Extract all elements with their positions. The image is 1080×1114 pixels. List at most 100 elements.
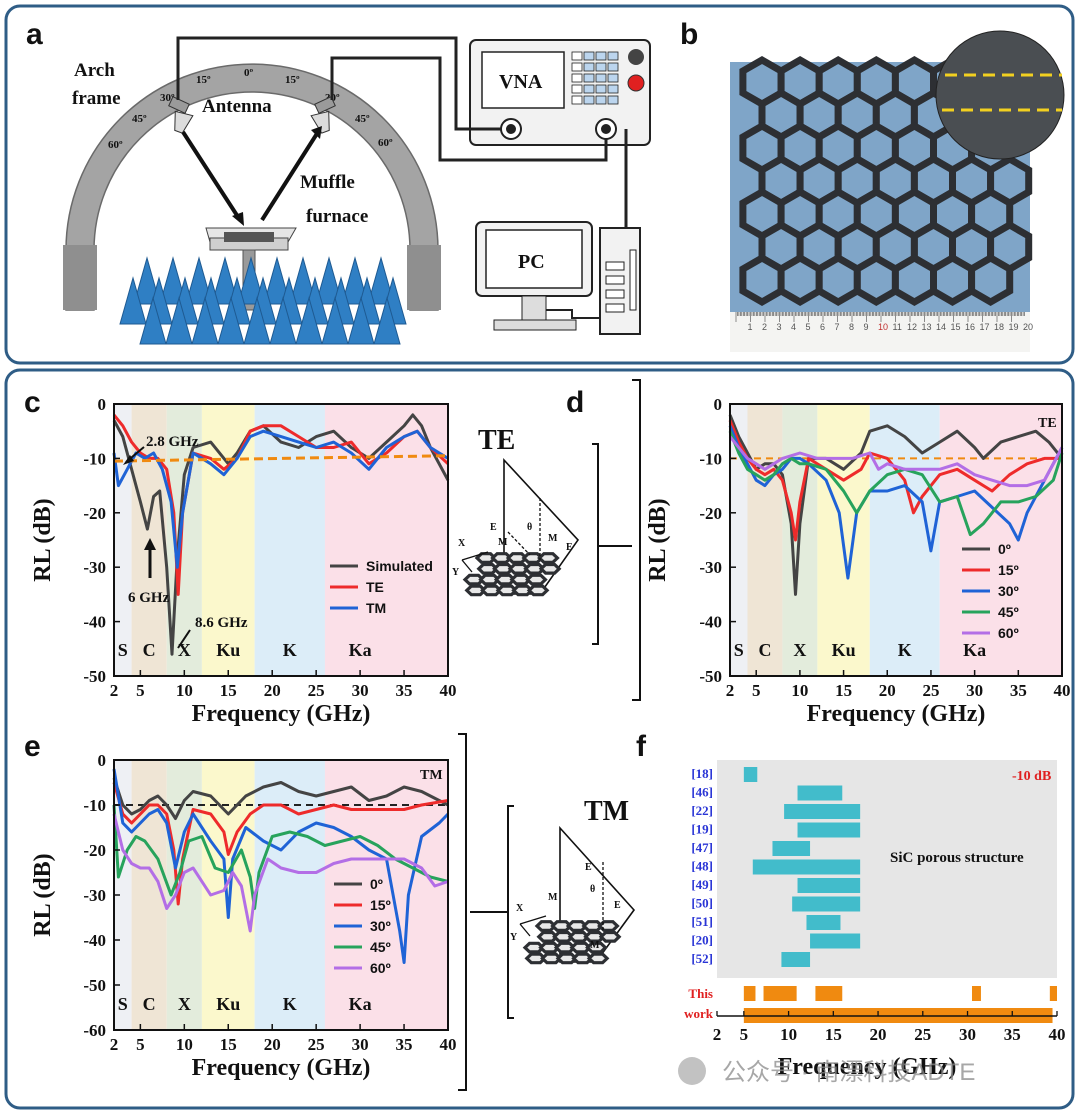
arrow-8-6ghz [177, 629, 191, 649]
ruler-number: 16 [965, 322, 975, 332]
series-line [112, 777, 449, 820]
model-cell [552, 930, 575, 943]
panel-d: d 2 5 10 15 20 25 30 35 40 0 -10 -20 -30 -40 -50 S C X Ku K… [566, 386, 1071, 727]
x-tick-label: 20 [870, 1025, 887, 1044]
frequency-band-region [939, 404, 1062, 676]
series-line [112, 768, 450, 964]
series-line [112, 782, 449, 906]
ruler-number: 19 [1009, 322, 1019, 332]
model-cell [493, 573, 517, 586]
legend-label: 45º [998, 604, 1019, 620]
reference-label: [20] [691, 933, 713, 948]
x-tick-label: 40 [1049, 1025, 1066, 1044]
model-cell [585, 941, 608, 954]
vna-instrument-icon: VNA [469, 39, 651, 146]
y-tick-label: -50 [83, 976, 106, 995]
absorber-cone [133, 256, 161, 305]
reflected-arrowhead [311, 126, 322, 139]
angle-45-left: 45º [132, 113, 147, 125]
x-tick-label: 35 [1004, 1025, 1021, 1044]
pc-label: PC [518, 251, 545, 273]
muffle-label-2: furnace [306, 206, 368, 227]
panel-e-letter: e [24, 730, 41, 763]
tm-e-label-2: E [614, 900, 621, 911]
legend-label: 45º [370, 939, 391, 955]
band-label: C [143, 994, 156, 1014]
model-cell [536, 930, 560, 943]
absorber-cone [139, 296, 167, 345]
reference-bar [797, 878, 861, 893]
band-label: K [283, 640, 297, 660]
te-honeycomb-model [462, 552, 562, 597]
band-label: Ku [832, 640, 856, 660]
x-tick-label: 15 [220, 681, 237, 700]
x-tick-label: 10 [176, 1035, 193, 1054]
model-cell [507, 562, 531, 575]
ruler-number: 13 [922, 322, 932, 332]
angle-60-left: 60º [108, 139, 123, 151]
vna-key [583, 73, 595, 83]
model-cell [569, 941, 593, 954]
vna-label: VNA [499, 71, 543, 93]
vna-key [607, 62, 619, 72]
this-work-bar [763, 986, 797, 1001]
tm-mode-label: TM [420, 768, 443, 783]
this-work-label-1: This [688, 986, 713, 1001]
model-cell [505, 552, 529, 564]
x-tick-label: 30 [352, 1035, 369, 1054]
model-cell [478, 573, 501, 586]
reference-label: [49] [691, 877, 713, 892]
band-label: Ka [349, 994, 372, 1014]
this-work-bar [815, 986, 843, 1001]
te-m-label: M [498, 537, 508, 548]
ruler-number: 1 [748, 322, 753, 332]
te-axes-icon [461, 551, 489, 573]
model-cell [581, 920, 605, 932]
this-work-bar [1049, 986, 1057, 1001]
x-tick-label: 5 [752, 681, 761, 700]
absorber-cone [185, 256, 213, 305]
te-incidence-lines [507, 498, 541, 560]
cable-left [176, 36, 501, 131]
x-tick-label: 5 [740, 1025, 749, 1044]
panel-c-letter: c [24, 386, 41, 419]
panel-a-letter: a [26, 18, 43, 51]
vna-key [571, 51, 583, 61]
vna-key [571, 84, 583, 94]
reference-bar [810, 933, 861, 949]
te-e-label-2: E [566, 542, 573, 553]
x-tick-label: 2 [713, 1025, 722, 1044]
arch-label-1: Arch [74, 60, 115, 81]
ruler-number: 10 [878, 322, 888, 332]
model-cell [571, 952, 594, 965]
x-tick-label: 2 [110, 1035, 119, 1054]
tm-x-axis-label: X [516, 903, 524, 914]
band-label: Ka [349, 640, 372, 660]
legend-label: 60º [998, 625, 1019, 641]
y-tick-label: -40 [83, 613, 106, 632]
angle-0: 0º [244, 67, 254, 79]
model-cell [565, 920, 589, 932]
vna-key [571, 95, 583, 105]
absorber-cone [119, 276, 147, 325]
ruler-number: 8 [849, 322, 854, 332]
annotation-8-6ghz: 8.6 GHz [195, 615, 248, 631]
reference-bar [797, 822, 861, 838]
panel-c: c 2 5 10 15 20 25 30 35 40 0 -10 -20 -30 -40 -50 S C X Ku K… [24, 386, 457, 727]
reference-label: [50] [691, 896, 713, 911]
tm-bracket [470, 805, 514, 1019]
tm-theta-label: θ [590, 884, 595, 895]
y-axis-title: RL (dB) [30, 853, 56, 936]
reference-label: [18] [691, 766, 713, 781]
plot-frame [729, 403, 1063, 677]
reference-label: [48] [691, 859, 713, 874]
y-tick-label: 0 [98, 395, 107, 414]
x-tick-label: 30 [352, 681, 369, 700]
y-tick-label: -30 [699, 558, 722, 577]
d-bracket [632, 379, 641, 701]
model-cell [526, 584, 550, 597]
reflected-arrow [260, 130, 320, 222]
cable-right [330, 56, 608, 162]
series-line [728, 414, 1064, 596]
band-label: Ku [216, 994, 240, 1014]
